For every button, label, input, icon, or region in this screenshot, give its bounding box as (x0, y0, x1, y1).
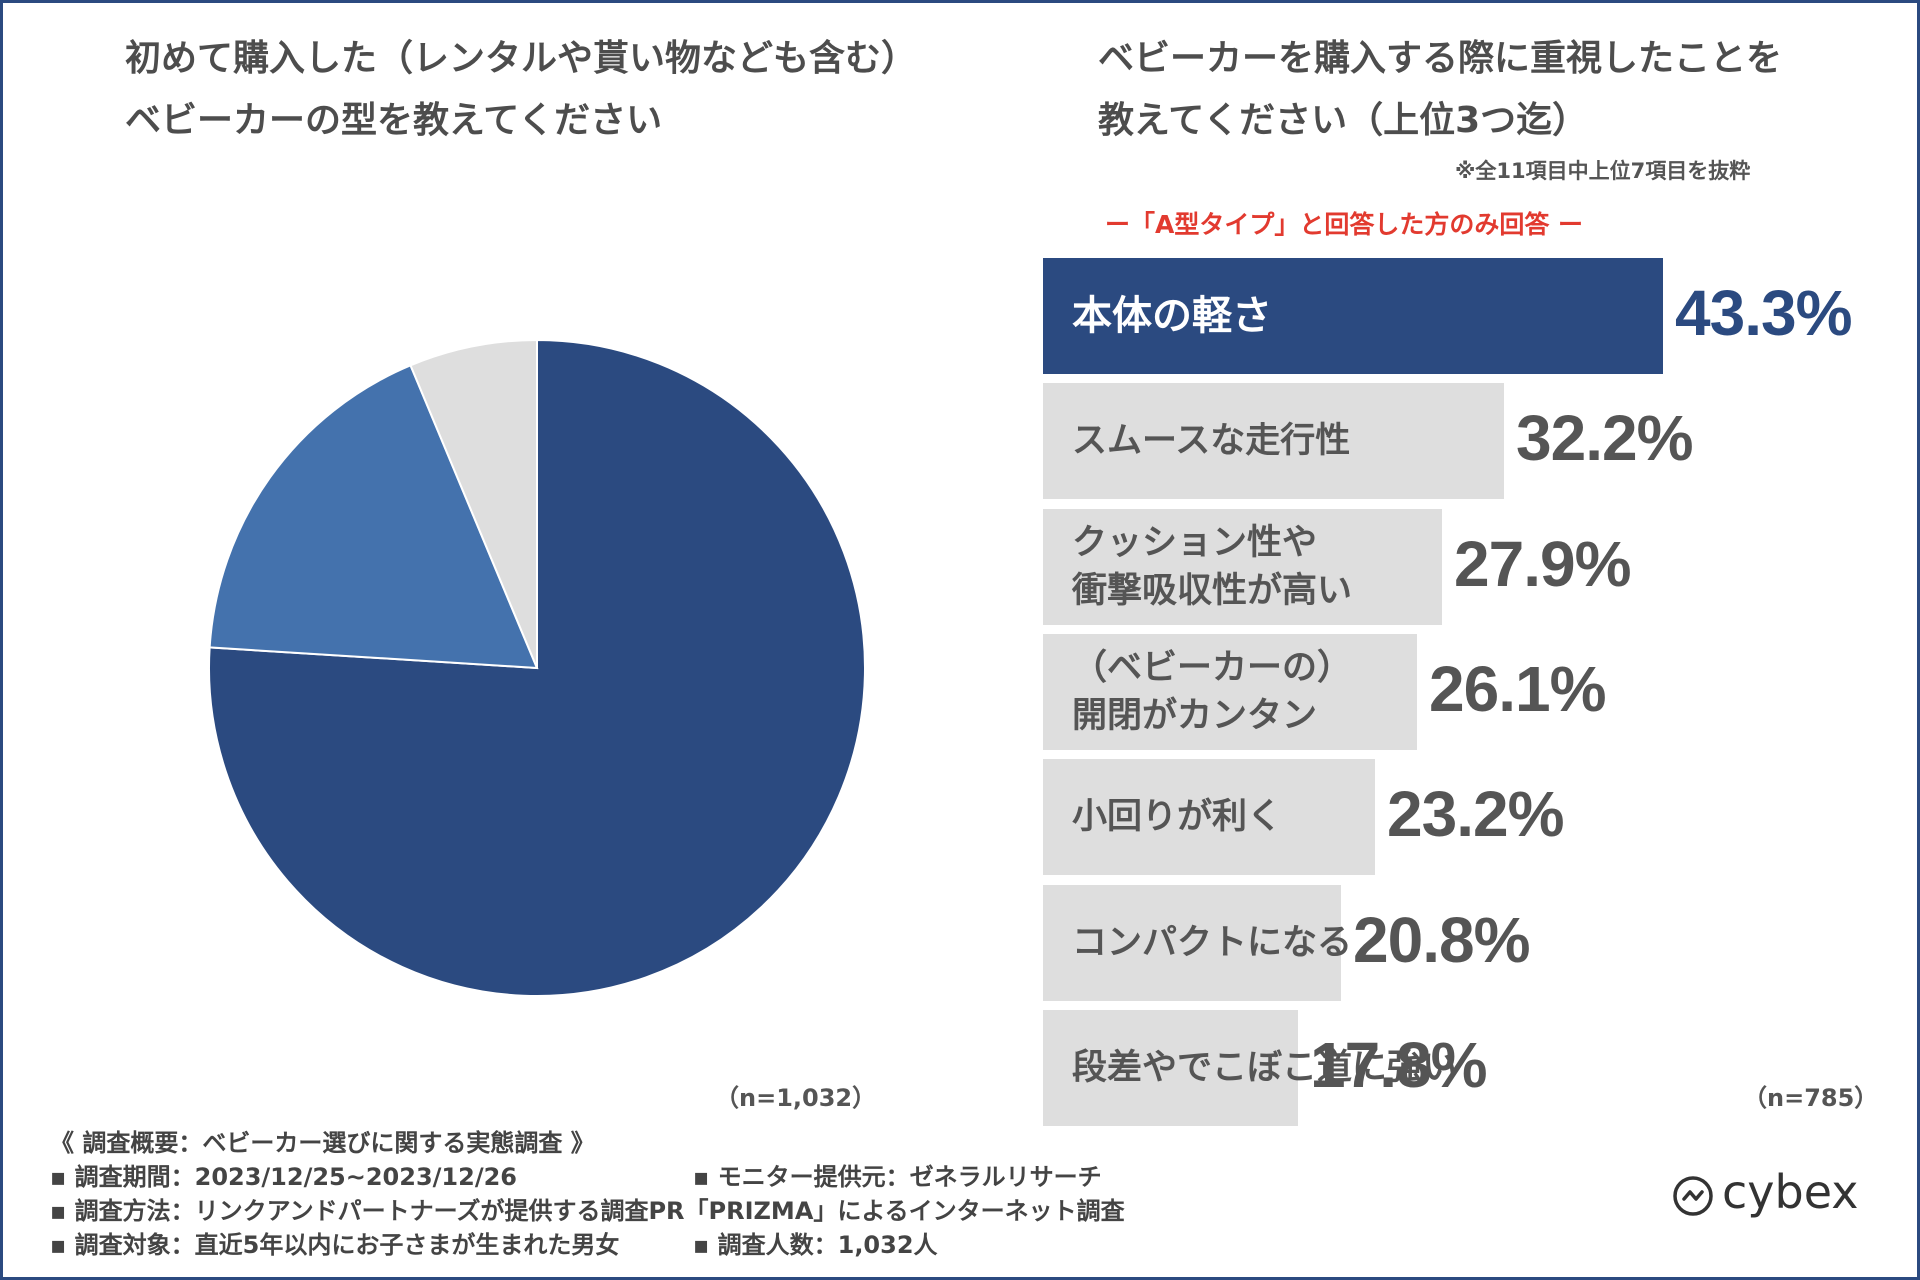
bar-value-2: 32.2% (1516, 402, 1693, 474)
cybex-logo-icon (1673, 1176, 1713, 1216)
bar-value-3: 27.9% (1454, 528, 1631, 600)
survey-target: ▪ 調査対象：直近5年以内にお子さまが生まれた男女 (50, 1231, 620, 1259)
bar-label-6-line-1: コンパクトになる (1072, 923, 1353, 963)
bar-sample-size: （n=785） (1743, 1084, 1879, 1112)
bar-label-4-line-2: 開閉がカンタン (1072, 696, 1318, 736)
logo-text: cybex (1722, 1165, 1859, 1219)
bar-label-2: スムースな走行性 (1072, 417, 1350, 465)
bar-label-5: 小回りが利く (1072, 793, 1282, 841)
pie-title-line1: 初めて購入した（レンタルや貰い物なども含む） (125, 38, 918, 79)
bar-label-7-line-1: 段差やでこぼこ道に強い (1072, 1048, 1458, 1088)
bar-value-6: 20.8% (1353, 904, 1530, 976)
bar-label-5-line-1: 小回りが利く (1072, 797, 1283, 837)
bar-label-6: コンパクトになる (1072, 919, 1352, 967)
bar-label-4: （ベビーカーの） 開閉がカンタン (1072, 644, 1352, 740)
bar-label-1: 本体の軽さ (1072, 292, 1272, 340)
bar-label-3-line-1: クッション性や (1072, 523, 1318, 563)
bar-1 (1043, 258, 1663, 374)
bar-label-3: クッション性や 衝撃吸収性が高い (1072, 519, 1352, 615)
cybex-logo: cybex (1672, 1165, 1872, 1225)
pie-slice-b-type (208, 364, 539, 670)
pie-slice-other (409, 338, 538, 669)
bar-6 (1043, 885, 1341, 1001)
pie-title-line2: ベビーカーの型を教えてください (125, 100, 663, 141)
bar-5 (1043, 759, 1375, 875)
bar-2 (1043, 383, 1504, 499)
bar-label-3-line-2: 衝撃吸収性が高い (1072, 571, 1353, 611)
survey-method: ▪ 調査方法：リンクアンドパートナーズが提供する調査PR「PRIZMA」によるイ… (50, 1197, 1125, 1225)
pie-chart (208, 338, 866, 997)
bar-value-7: 17.8% (1310, 1029, 1487, 1101)
bar-label-7: 段差やでこぼこ道に強い (1072, 1044, 1457, 1092)
bar-7 (1043, 1010, 1298, 1126)
bar-4 (1043, 634, 1417, 750)
pie-sample-size: （n=1,032） (715, 1084, 877, 1112)
bar-title-line2: 教えてください（上位3つ迄） (1098, 100, 1589, 141)
bar-filter-note: ー「A型タイプ」と回答した方のみ回答 ー (1105, 210, 1584, 239)
bar-label-1-line-1: 本体の軽さ (1072, 293, 1272, 339)
bar-subnote: ※全11項目中上位7項目を抜粋 (1455, 159, 1751, 183)
survey-heading: 《 調査概要：ベビーカー選びに関する実態調査 》 (50, 1129, 595, 1157)
bar-title-line1: ベビーカーを購入する際に重視したことを (1098, 38, 1783, 79)
survey-monitor: ▪ モニター提供元：ゼネラルリサーチ (693, 1163, 1102, 1191)
bar-value-4: 26.1% (1429, 653, 1606, 725)
survey-period: ▪ 調査期間：2023/12/25~2023/12/26 (50, 1163, 517, 1191)
survey-count: ▪ 調査人数：1,032人 (693, 1231, 938, 1259)
bar-value-1: 43.3% (1675, 277, 1852, 349)
bar-value-5: 23.2% (1387, 778, 1564, 850)
bar-3 (1043, 509, 1442, 625)
bar-label-2-line-1: スムースな走行性 (1072, 421, 1351, 461)
bar-label-4-line-1: （ベビーカーの） (1072, 648, 1353, 688)
